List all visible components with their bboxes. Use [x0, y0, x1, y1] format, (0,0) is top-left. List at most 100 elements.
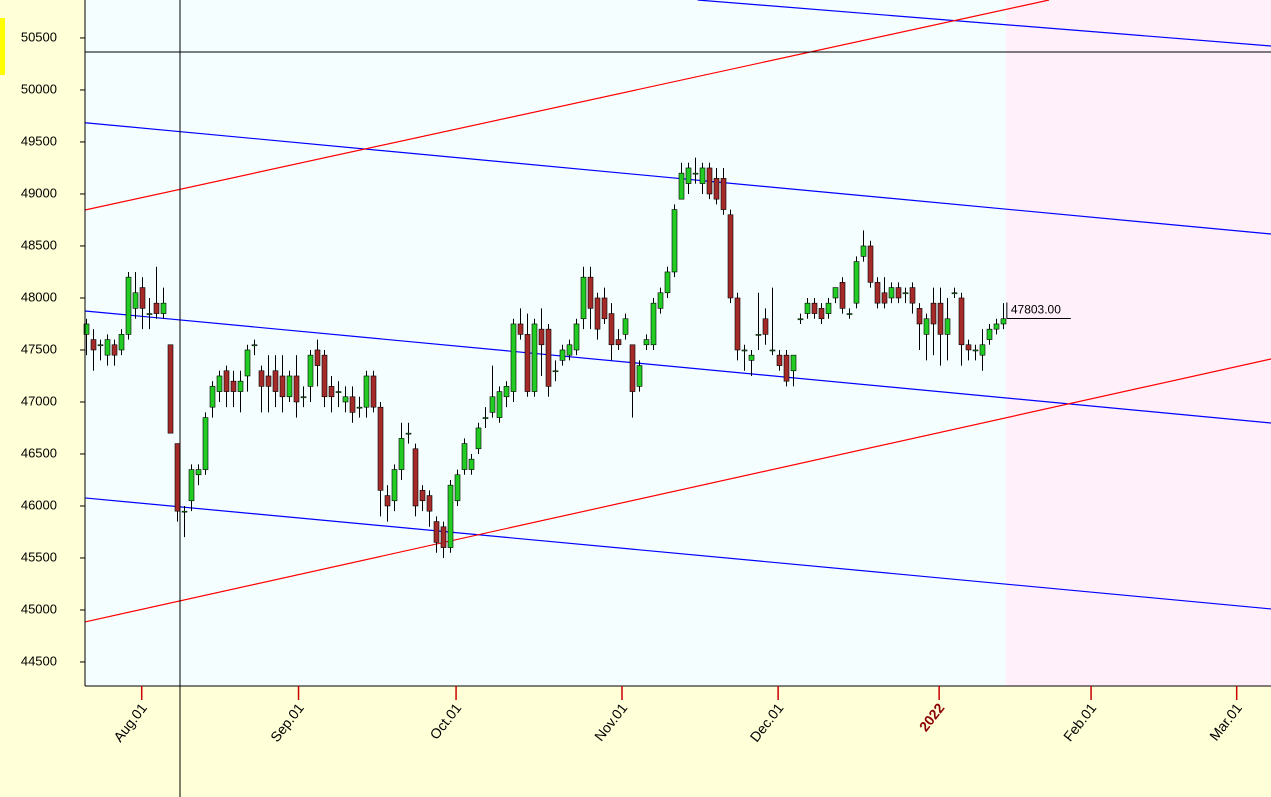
candle-body	[867, 245, 874, 283]
x-tick-label: Dec.01	[747, 700, 787, 745]
candle-body	[160, 302, 167, 314]
candle-body	[265, 375, 272, 387]
candle-body	[384, 495, 391, 507]
candle-body	[587, 276, 594, 309]
candle-body	[797, 318, 804, 321]
candle-body	[832, 287, 839, 299]
candle-body	[545, 328, 552, 387]
candle-body	[636, 365, 643, 387]
candle-body	[475, 427, 482, 450]
candle-body	[356, 406, 363, 409]
candle-body	[678, 172, 685, 200]
future-area	[1005, 0, 1271, 686]
candle-body	[412, 448, 419, 507]
candle-body	[146, 313, 153, 315]
y-tick-label: 49000	[21, 185, 57, 200]
x-tick-label: Nov.01	[591, 700, 630, 744]
candle-body	[853, 261, 860, 304]
crosshair-label	[0, 18, 5, 75]
candle-body	[440, 526, 447, 548]
candle-body	[573, 323, 580, 351]
candle-body	[426, 495, 433, 512]
candle-body	[979, 344, 986, 356]
candle-body	[433, 521, 440, 543]
candle-body	[839, 282, 846, 309]
last-price-label: 47803.00	[1011, 303, 1061, 317]
candle-body	[377, 406, 384, 491]
candle-body	[363, 375, 370, 408]
candle-body	[489, 396, 496, 413]
y-tick-label: 49500	[21, 133, 57, 148]
candle-body	[335, 391, 342, 393]
candle-body	[370, 375, 377, 408]
candle-body	[342, 396, 349, 403]
candle-body	[790, 354, 797, 372]
candle-body	[132, 292, 139, 309]
candle-body	[531, 323, 538, 392]
candle-body	[468, 458, 475, 470]
overlay-lines	[84, 0, 1271, 623]
trend-line	[84, 0, 1050, 211]
candle-body	[286, 375, 293, 398]
candle-body	[699, 167, 706, 184]
candle-body	[482, 417, 489, 419]
candle-body	[461, 443, 468, 470]
candle-body	[181, 510, 188, 513]
x-tick-label: 2022	[916, 700, 948, 735]
candle-body	[195, 469, 202, 476]
candle-body	[762, 318, 769, 335]
candle-body	[755, 334, 762, 336]
candle-body	[90, 339, 97, 351]
candle-body	[118, 334, 125, 351]
candle-body	[650, 302, 657, 346]
candle-body	[615, 339, 622, 346]
candle-body	[104, 339, 111, 356]
candle-body	[398, 438, 405, 470]
candle-body	[216, 375, 223, 392]
trend-line	[84, 310, 1271, 424]
y-tick-label: 45000	[21, 601, 57, 616]
candle-body	[804, 302, 811, 314]
candle-body	[139, 287, 146, 309]
candle-body	[685, 167, 692, 184]
candle-body	[993, 323, 1000, 330]
candle-body	[202, 417, 209, 470]
candle-body	[692, 172, 699, 175]
candle-body	[629, 344, 636, 392]
y-tick-label: 46500	[21, 445, 57, 460]
candle-body	[272, 370, 279, 392]
candle-body	[300, 396, 307, 399]
candle-body	[727, 214, 734, 299]
candle-body	[811, 302, 818, 314]
candle-body	[83, 323, 90, 335]
candle-body	[818, 308, 825, 320]
candle-body	[167, 344, 174, 434]
candle-body	[125, 276, 132, 335]
candle-body	[706, 167, 713, 195]
candle-body	[846, 313, 853, 315]
candle-body	[237, 380, 244, 392]
y-tick-label: 45500	[21, 549, 57, 564]
candle-body	[860, 245, 867, 257]
candle-body	[594, 297, 601, 330]
candle-body	[580, 276, 587, 320]
y-tick-label: 48000	[21, 289, 57, 304]
candle-body	[720, 178, 727, 210]
candle-body	[937, 302, 944, 335]
candle-body	[230, 380, 237, 392]
candle-body	[783, 354, 790, 382]
candle-body	[566, 344, 573, 356]
x-tick-label: Sep.01	[267, 700, 307, 745]
x-tick-label: Mar.01	[1206, 700, 1245, 744]
candle-body	[776, 354, 783, 366]
candle-body	[223, 370, 230, 392]
candle-body	[349, 396, 356, 413]
candle-body	[244, 349, 251, 377]
y-tick-label: 48500	[21, 237, 57, 252]
candles	[83, 157, 1007, 558]
candle-body	[279, 375, 286, 398]
candle-body	[307, 354, 314, 387]
candle-body	[713, 178, 720, 200]
